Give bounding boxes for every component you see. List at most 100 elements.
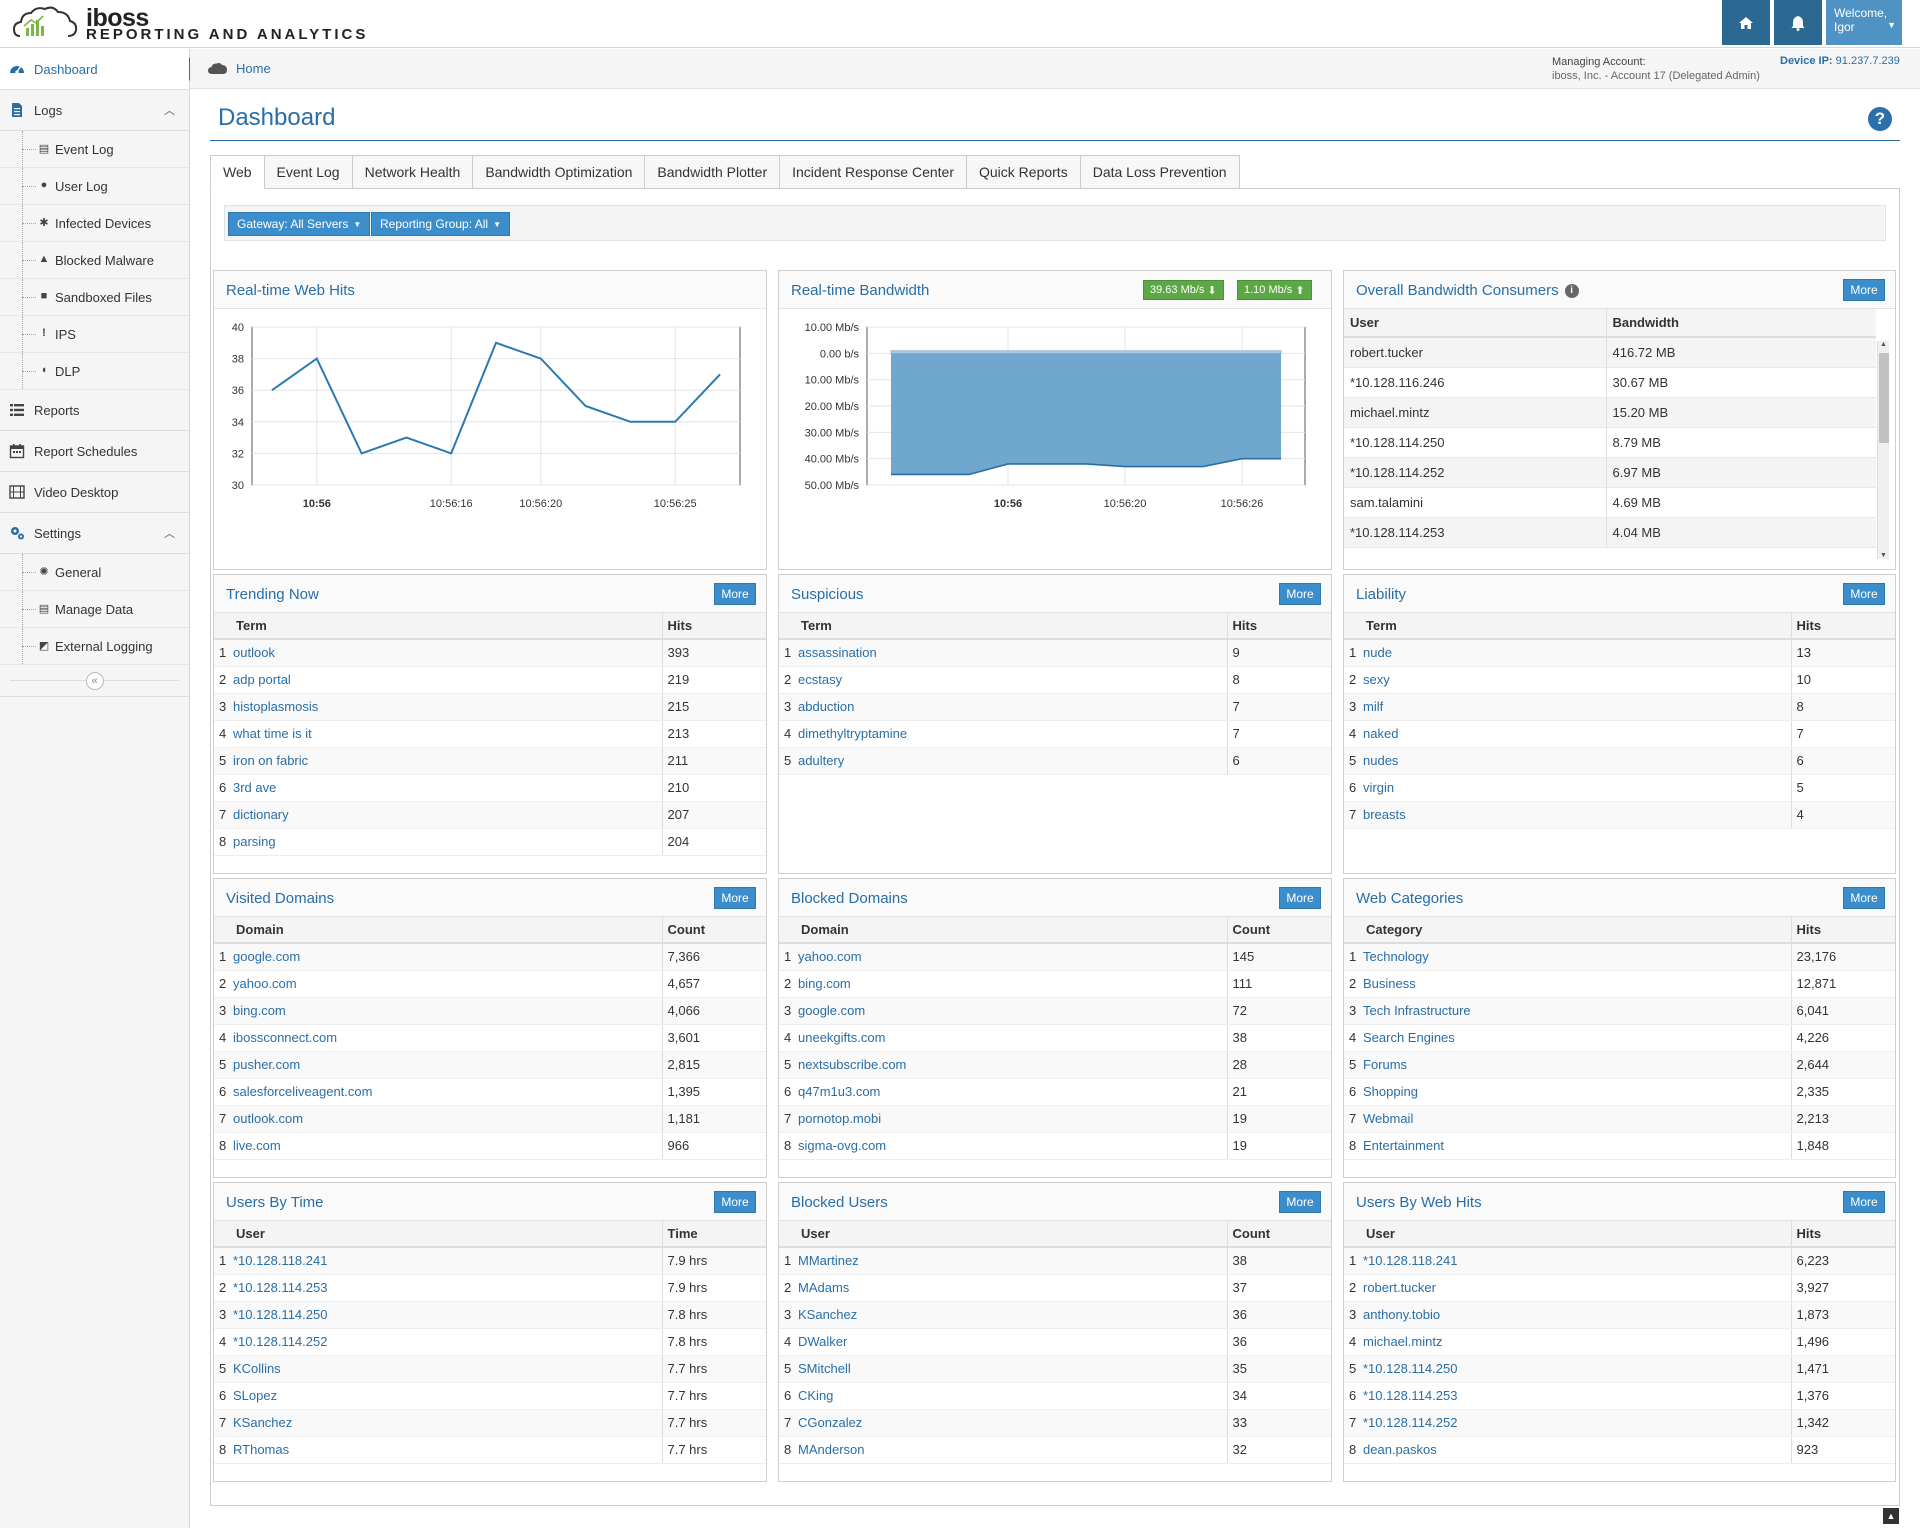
row-link[interactable]: pornotop.mobi <box>798 1111 882 1126</box>
table-row[interactable]: sam.talamini 4.69 MB <box>1344 487 1876 518</box>
row-link[interactable]: adultery <box>798 753 845 768</box>
column-header[interactable]: User <box>214 1221 662 1248</box>
scroll-up-icon[interactable]: ▲ <box>1880 341 1887 348</box>
row-link[interactable]: outlook.com <box>233 1111 304 1126</box>
table-row[interactable]: *10.128.114.253 4.04 MB <box>1344 517 1876 548</box>
row-link[interactable]: breasts <box>1363 807 1406 822</box>
row-link[interactable]: bing.com <box>233 1003 286 1018</box>
row-link[interactable]: google.com <box>798 1003 866 1018</box>
row-link[interactable]: dean.paskos <box>1363 1442 1437 1457</box>
tab-web[interactable]: Web <box>210 155 265 189</box>
help-icon[interactable]: ? <box>1868 107 1892 131</box>
sidebar-subitem-external-logging[interactable]: ◩ External Logging <box>0 628 189 665</box>
more-button[interactable]: More <box>1279 583 1321 605</box>
row-link[interactable]: RThomas <box>233 1442 290 1457</box>
sidebar-subitem-sandboxed-files[interactable]: ■ Sandboxed Files <box>0 279 189 316</box>
row-link[interactable]: *10.128.118.241 <box>233 1253 328 1269</box>
row-link[interactable]: 3rd ave <box>233 780 277 795</box>
row-link[interactable]: CKing <box>798 1388 834 1403</box>
row-link[interactable]: google.com <box>233 949 301 965</box>
row-link[interactable]: outlook <box>233 645 275 661</box>
row-link[interactable]: *10.128.114.253 <box>233 1280 328 1295</box>
column-header[interactable]: Term <box>779 613 1227 640</box>
column-header[interactable]: Bandwidth <box>1605 309 1876 338</box>
row-link[interactable]: nude <box>1363 645 1392 661</box>
column-header[interactable]: Hits <box>1226 613 1331 640</box>
sidebar-subitem-event-log[interactable]: ▤ Event Log <box>0 131 189 168</box>
row-link[interactable]: MAnderson <box>798 1442 865 1457</box>
row-link[interactable]: sigma-ovg.com <box>798 1138 887 1153</box>
more-button[interactable]: More <box>714 887 756 909</box>
row-link[interactable]: dimethyltryptamine <box>798 726 908 741</box>
sidebar-item-video-desktop[interactable]: Video Desktop <box>0 472 189 513</box>
row-link[interactable]: ibossconnect.com <box>233 1030 338 1045</box>
row-link[interactable]: ecstasy <box>798 672 843 687</box>
row-link[interactable]: Business <box>1363 976 1416 991</box>
row-link[interactable]: KSanchez <box>798 1307 858 1322</box>
row-link[interactable]: Webmail <box>1363 1111 1414 1126</box>
more-button[interactable]: More <box>1843 583 1885 605</box>
breadcrumb-home-link[interactable]: Home <box>236 61 271 76</box>
row-link[interactable]: *10.128.118.241 <box>1363 1253 1458 1269</box>
chevron-up-icon[interactable]: ︿ <box>164 528 175 540</box>
sidebar-subitem-infected-devices[interactable]: ✱ Infected Devices <box>0 205 189 242</box>
row-link[interactable]: yahoo.com <box>233 976 297 991</box>
row-link[interactable]: *10.128.114.250 <box>233 1307 328 1322</box>
column-header[interactable]: Count <box>1226 1221 1331 1248</box>
row-link[interactable]: assassination <box>798 645 877 661</box>
row-link[interactable]: *10.128.114.253 <box>1363 1388 1458 1403</box>
table-row[interactable]: *10.128.114.252 6.97 MB <box>1344 457 1876 488</box>
table-row[interactable]: robert.tucker 416.72 MB <box>1344 337 1876 368</box>
row-link[interactable]: bing.com <box>798 976 851 991</box>
row-link[interactable]: *10.128.114.252 <box>233 1334 328 1349</box>
row-link[interactable]: virgin <box>1363 780 1395 795</box>
row-link[interactable]: MMartinez <box>798 1253 859 1269</box>
collapse-sidebar-icon[interactable]: « <box>85 671 104 690</box>
column-header[interactable]: User <box>779 1221 1227 1248</box>
row-link[interactable]: Search Engines <box>1363 1030 1455 1045</box>
scroll-top-icon[interactable]: ▲ <box>1883 1508 1899 1524</box>
row-link[interactable]: Tech Infrastructure <box>1363 1003 1471 1018</box>
column-header[interactable]: Hits <box>1790 917 1895 944</box>
row-link[interactable]: SMitchell <box>798 1361 851 1376</box>
info-icon[interactable]: i <box>1564 284 1579 299</box>
row-link[interactable]: Shopping <box>1363 1084 1418 1099</box>
row-link[interactable]: DWalker <box>798 1334 848 1349</box>
table-row[interactable]: *10.128.114.250 8.79 MB <box>1344 427 1876 458</box>
row-link[interactable]: michael.mintz <box>1363 1334 1443 1349</box>
sidebar-subitem-manage-data[interactable]: ▤ Manage Data <box>0 591 189 628</box>
notifications-button[interactable] <box>1774 0 1822 45</box>
row-link[interactable]: sexy <box>1363 672 1390 687</box>
sidebar-item-settings[interactable]: Settings ︿ <box>0 513 189 554</box>
column-header[interactable]: Hits <box>1790 613 1895 640</box>
sidebar-subitem-ips[interactable]: ! IPS <box>0 316 189 353</box>
column-header[interactable]: Hits <box>661 613 766 640</box>
tab-incident-response-center[interactable]: Incident Response Center <box>780 155 967 189</box>
row-link[interactable]: SLopez <box>233 1388 278 1403</box>
more-button[interactable]: More <box>1843 887 1885 909</box>
column-header[interactable]: Hits <box>1790 1221 1895 1248</box>
row-link[interactable]: nudes <box>1363 753 1399 768</box>
row-link[interactable]: what time is it <box>233 726 312 741</box>
row-link[interactable]: yahoo.com <box>798 949 862 965</box>
row-link[interactable]: pusher.com <box>233 1057 301 1072</box>
row-link[interactable]: adp portal <box>233 672 291 687</box>
more-button[interactable]: More <box>714 583 756 605</box>
column-header[interactable]: Count <box>661 917 766 944</box>
sidebar-subitem-blocked-malware[interactable]: ▲ Blocked Malware <box>0 242 189 279</box>
tab-event-log[interactable]: Event Log <box>264 155 353 189</box>
row-link[interactable]: robert.tucker <box>1363 1280 1436 1295</box>
tab-bandwidth-optimization[interactable]: Bandwidth Optimization <box>473 155 646 189</box>
iboss-logo[interactable]: iboss REPORTING AND ANALYTICS <box>12 4 372 44</box>
row-link[interactable]: q47m1u3.com <box>798 1084 881 1099</box>
scroll-down-icon[interactable]: ▼ <box>1880 552 1887 559</box>
row-link[interactable]: anthony.tobio <box>1363 1307 1441 1322</box>
tab-bandwidth-plotter[interactable]: Bandwidth Plotter <box>645 155 781 189</box>
row-link[interactable]: parsing <box>233 834 276 849</box>
row-link[interactable]: Entertainment <box>1363 1138 1444 1153</box>
scroll-thumb[interactable] <box>1879 353 1889 443</box>
column-header[interactable]: Term <box>1344 613 1791 640</box>
column-header[interactable]: Time <box>661 1221 766 1248</box>
column-header[interactable]: Term <box>214 613 662 640</box>
row-link[interactable]: histoplasmosis <box>233 699 319 714</box>
